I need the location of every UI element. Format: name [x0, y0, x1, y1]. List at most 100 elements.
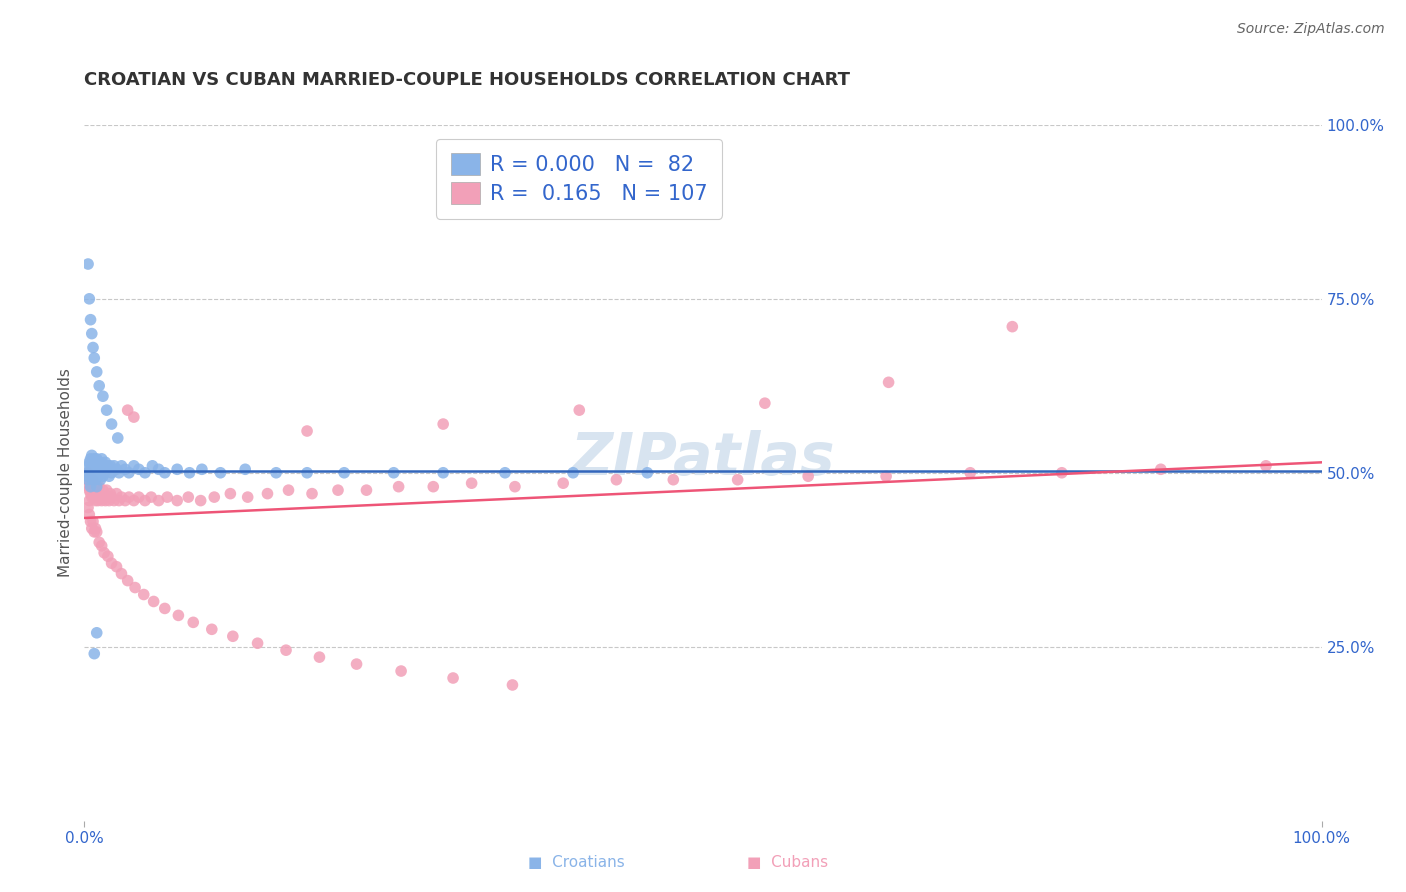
- Point: [79, 486, 101, 500]
- Point: [256, 486, 278, 500]
- Point: [82, 341, 104, 355]
- Point: [83, 351, 105, 365]
- Point: [86, 458, 108, 473]
- Point: [98, 458, 121, 473]
- Y-axis label: Married-couple Households: Married-couple Households: [58, 368, 73, 577]
- Point: [77, 257, 100, 271]
- Point: [77, 458, 100, 473]
- Point: [91, 483, 114, 498]
- Point: [82, 455, 104, 469]
- Point: [308, 650, 330, 665]
- Text: ■  Croatians: ■ Croatians: [529, 855, 624, 870]
- Point: [86, 480, 108, 494]
- Point: [797, 469, 820, 483]
- Point: [83, 451, 105, 466]
- Point: [82, 483, 104, 498]
- Legend: R = 0.000   N =  82, R =  0.165   N = 107: R = 0.000 N = 82, R = 0.165 N = 107: [436, 139, 723, 219]
- Point: [90, 493, 112, 508]
- Point: [148, 493, 170, 508]
- Point: [110, 458, 132, 473]
- Point: [333, 466, 356, 480]
- Point: [77, 466, 100, 480]
- Point: [105, 559, 128, 574]
- Point: [86, 451, 108, 466]
- Point: [105, 486, 128, 500]
- Point: [117, 403, 139, 417]
- Point: [82, 515, 104, 529]
- Point: [166, 493, 188, 508]
- Text: Source: ZipAtlas.com: Source: ZipAtlas.com: [1237, 22, 1385, 37]
- Point: [108, 493, 131, 508]
- Point: [422, 480, 444, 494]
- Point: [382, 466, 405, 480]
- Point: [77, 480, 100, 494]
- Point: [89, 473, 111, 487]
- Point: [91, 469, 114, 483]
- Point: [93, 546, 115, 560]
- Point: [142, 594, 165, 608]
- Point: [236, 490, 259, 504]
- Point: [83, 647, 105, 661]
- Point: [100, 466, 122, 480]
- Point: [141, 458, 163, 473]
- Point: [153, 601, 176, 615]
- Point: [128, 490, 150, 504]
- Point: [134, 466, 156, 480]
- Point: [103, 458, 125, 473]
- Point: [441, 671, 464, 685]
- Point: [389, 664, 412, 678]
- Point: [79, 312, 101, 326]
- Point: [100, 417, 122, 431]
- Point: [222, 629, 245, 643]
- Point: [82, 473, 104, 487]
- Point: [202, 490, 225, 504]
- Point: [209, 466, 232, 480]
- Point: [96, 462, 118, 476]
- Point: [84, 462, 107, 476]
- Point: [346, 657, 368, 671]
- Point: [727, 473, 749, 487]
- Point: [76, 473, 98, 487]
- Point: [86, 490, 108, 504]
- Point: [83, 458, 105, 473]
- Point: [432, 466, 454, 480]
- Point: [96, 483, 118, 498]
- Point: [90, 462, 112, 476]
- Point: [97, 458, 120, 473]
- Point: [80, 458, 103, 473]
- Point: [264, 466, 287, 480]
- Point: [356, 483, 378, 498]
- Point: [79, 493, 101, 508]
- Point: [87, 483, 110, 498]
- Point: [494, 466, 516, 480]
- Point: [190, 493, 212, 508]
- Point: [246, 636, 269, 650]
- Point: [662, 473, 685, 487]
- Point: [80, 448, 103, 462]
- Point: [326, 483, 349, 498]
- Point: [141, 490, 163, 504]
- Point: [277, 483, 299, 498]
- Point: [107, 431, 129, 445]
- Point: [84, 493, 107, 508]
- Point: [181, 615, 204, 630]
- Point: [84, 473, 107, 487]
- Point: [636, 466, 658, 480]
- Point: [86, 480, 108, 494]
- Point: [219, 486, 242, 500]
- Point: [89, 480, 111, 494]
- Point: [754, 396, 776, 410]
- Point: [98, 493, 121, 508]
- Point: [295, 424, 318, 438]
- Point: [94, 455, 117, 469]
- Point: [90, 539, 112, 553]
- Point: [98, 486, 121, 500]
- Point: [87, 469, 110, 483]
- Point: [568, 403, 591, 417]
- Text: CROATIAN VS CUBAN MARRIED-COUPLE HOUSEHOLDS CORRELATION CHART: CROATIAN VS CUBAN MARRIED-COUPLE HOUSEHO…: [84, 71, 851, 89]
- Point: [388, 480, 411, 494]
- Point: [89, 378, 111, 392]
- Point: [553, 476, 575, 491]
- Point: [156, 490, 179, 504]
- Point: [79, 483, 101, 498]
